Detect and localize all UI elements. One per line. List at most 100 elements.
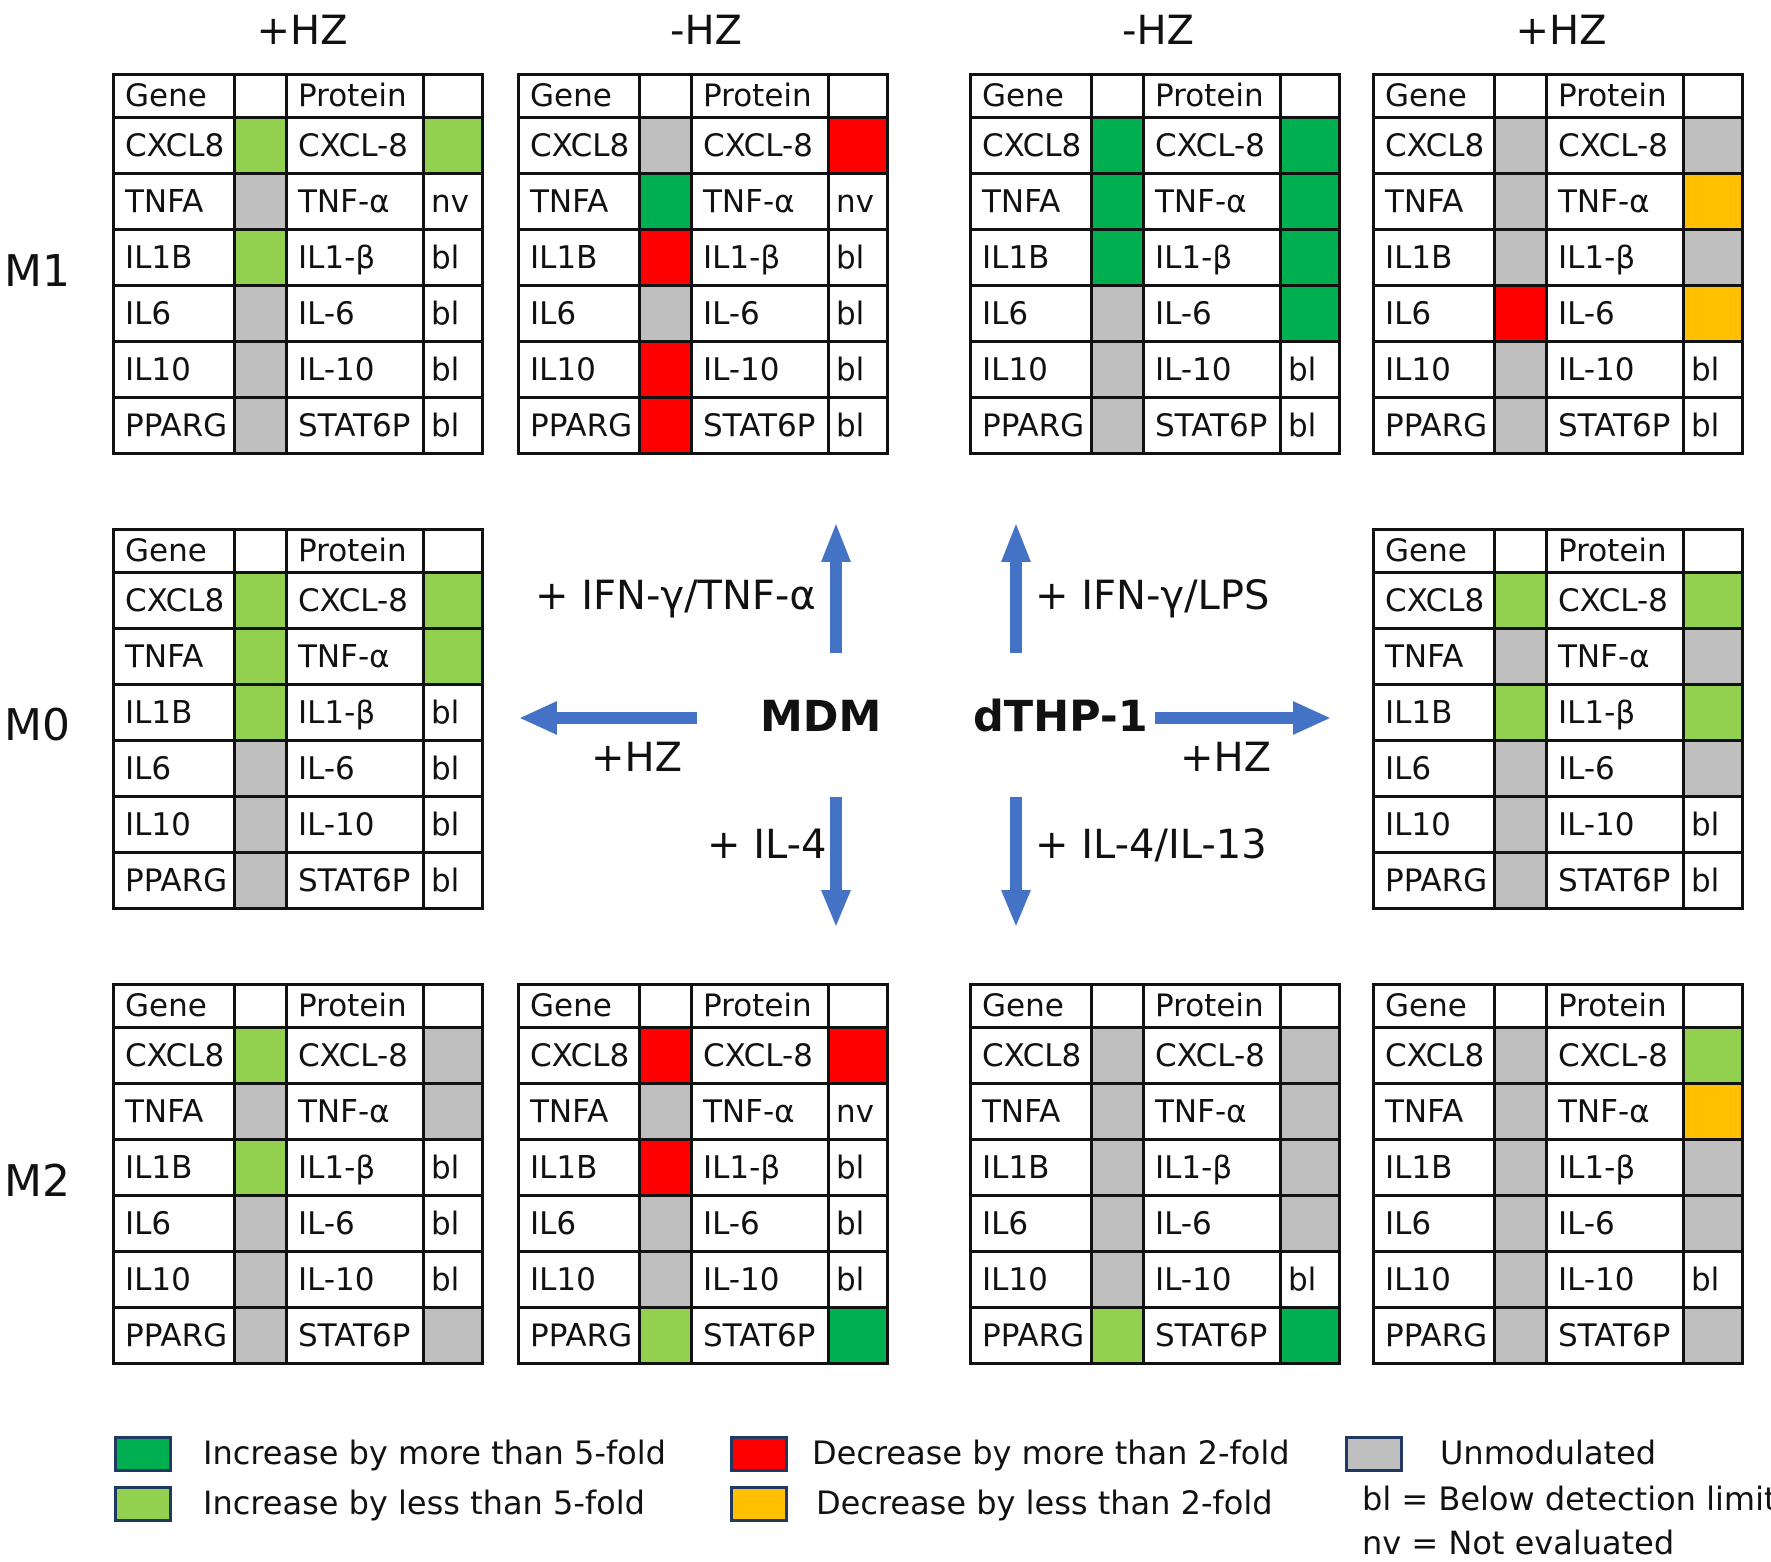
protein-fold-cell xyxy=(827,1306,889,1365)
protein-fold-cell xyxy=(422,1026,484,1085)
gene-name: CXCL8 xyxy=(517,1026,641,1085)
gene-name: PPARG xyxy=(969,1306,1093,1365)
table-row: TNFA TNF-α nv xyxy=(517,1082,889,1141)
protein-fold-cell: bl xyxy=(827,284,889,343)
table-row: CXCL8 CXCL-8 xyxy=(969,116,1341,175)
table-row: IL10 IL-10 bl xyxy=(112,795,484,854)
gene-fold-cell xyxy=(1090,1306,1145,1365)
gene-name: IL6 xyxy=(1372,1194,1496,1253)
gene-fold-cell xyxy=(638,228,693,287)
gene-fold-header xyxy=(1493,983,1548,1029)
gene-name: IL10 xyxy=(1372,340,1496,399)
protein-fold-header xyxy=(422,528,484,574)
protein-name: IL-6 xyxy=(690,284,830,343)
legend-text-dec-more: Decrease by more than 2-fold xyxy=(812,1434,1290,1472)
gene-name: IL1B xyxy=(517,1138,641,1197)
protein-fold-cell xyxy=(1279,1306,1341,1365)
protein-name: IL1-β xyxy=(1545,228,1685,287)
protein-name: IL1-β xyxy=(1545,683,1685,742)
legend-swatch-inc-more xyxy=(114,1436,172,1472)
center-label-mdm: MDM xyxy=(760,692,882,742)
table-row: IL10 IL-10 bl xyxy=(1372,795,1744,854)
gene-fold-cell xyxy=(1493,1082,1548,1141)
label-thp-right: +HZ xyxy=(1180,735,1271,781)
protein-fold-cell xyxy=(1682,1138,1744,1197)
protein-name: TNF-α xyxy=(690,172,830,231)
table-row: IL1B IL1-β xyxy=(1372,228,1744,287)
legend-swatch-dec-less xyxy=(730,1486,788,1522)
table-row: IL6 IL-6 xyxy=(1372,284,1744,343)
protein-fold-cell: nv xyxy=(422,172,484,231)
table-row: IL1B IL1-β xyxy=(969,228,1341,287)
gene-name: TNFA xyxy=(517,172,641,231)
gene-header: Gene xyxy=(517,73,641,119)
protein-fold-cell: bl xyxy=(422,340,484,399)
gene-fold-cell xyxy=(233,1138,288,1197)
gene-name: CXCL8 xyxy=(1372,571,1496,630)
table-row: PPARG STAT6P bl xyxy=(517,396,889,455)
gene-fold-cell xyxy=(233,627,288,686)
protein-fold-cell: bl xyxy=(1682,851,1744,910)
protein-name: IL-6 xyxy=(1545,739,1685,798)
protein-fold-header xyxy=(1682,983,1744,1029)
protein-fold-cell: bl xyxy=(827,1138,889,1197)
col-header-mdm-nohz: -HZ xyxy=(670,8,742,54)
col-header-mdm-hz: +HZ xyxy=(256,8,348,54)
protein-header: Protein xyxy=(285,528,425,574)
protein-fold-cell: bl xyxy=(827,1194,889,1253)
row-label-m0: M0 xyxy=(4,700,70,751)
protein-name: IL-10 xyxy=(1545,340,1685,399)
protein-fold-cell: bl xyxy=(1682,396,1744,455)
gene-fold-cell xyxy=(233,1250,288,1309)
gene-fold-cell xyxy=(1493,228,1548,287)
protein-fold-cell: bl xyxy=(422,396,484,455)
table-row: IL10 IL-10 bl xyxy=(112,340,484,399)
protein-name: CXCL-8 xyxy=(1545,571,1685,630)
table-row: IL1B IL1-β xyxy=(1372,683,1744,742)
protein-name: STAT6P xyxy=(1142,1306,1282,1365)
protein-name: IL-10 xyxy=(285,1250,425,1309)
gene-fold-cell xyxy=(1090,1082,1145,1141)
table-m1-thp-hz: Gene Protein CXCL8 CXCL-8 TNFA TNF-α IL1B IL1-β… xyxy=(1372,73,1744,455)
protein-fold-cell xyxy=(1682,116,1744,175)
gene-name: PPARG xyxy=(1372,1306,1496,1365)
gene-fold-cell xyxy=(233,228,288,287)
gene-fold-cell xyxy=(1493,1250,1548,1309)
gene-fold-cell xyxy=(1493,172,1548,231)
protein-name: TNF-α xyxy=(1142,1082,1282,1141)
protein-name: TNF-α xyxy=(690,1082,830,1141)
gene-fold-cell xyxy=(233,739,288,798)
table-row: TNFA TNF-α xyxy=(1372,627,1744,686)
gene-fold-cell xyxy=(638,172,693,231)
gene-header: Gene xyxy=(969,983,1093,1029)
gene-fold-cell xyxy=(1090,228,1145,287)
protein-name: TNF-α xyxy=(1545,1082,1685,1141)
gene-name: IL1B xyxy=(1372,1138,1496,1197)
gene-fold-cell xyxy=(1090,396,1145,455)
gene-fold-header xyxy=(638,73,693,119)
arrow-thp-down xyxy=(1001,797,1031,926)
gene-fold-cell xyxy=(638,396,693,455)
protein-header: Protein xyxy=(1142,983,1282,1029)
protein-fold-cell xyxy=(422,1306,484,1365)
gene-fold-cell xyxy=(233,851,288,910)
table-m2-mdm-nohz: Gene Protein CXCL8 CXCL-8 TNFA TNF-α nv IL1B IL1… xyxy=(517,983,889,1365)
protein-name: IL-10 xyxy=(285,340,425,399)
protein-name: STAT6P xyxy=(285,1306,425,1365)
table-m1-mdm-hz: Gene Protein CXCL8 CXCL-8 TNFA TNF-α nv IL1B IL1… xyxy=(112,73,484,455)
protein-fold-cell: bl xyxy=(422,228,484,287)
table-row: PPARG STAT6P bl xyxy=(112,396,484,455)
table-m2-thp-hz: Gene Protein CXCL8 CXCL-8 TNFA TNF-α IL1B IL1-β… xyxy=(1372,983,1744,1365)
gene-name: TNFA xyxy=(1372,172,1496,231)
gene-name: PPARG xyxy=(969,396,1093,455)
gene-name: IL10 xyxy=(1372,1250,1496,1309)
legend-swatch-unmod xyxy=(1345,1436,1403,1472)
gene-fold-header xyxy=(638,983,693,1029)
gene-fold-cell xyxy=(1493,571,1548,630)
gene-fold-cell xyxy=(1493,851,1548,910)
gene-name: IL1B xyxy=(969,1138,1093,1197)
gene-fold-cell xyxy=(233,795,288,854)
gene-fold-cell xyxy=(1493,795,1548,854)
arrow-thp-right xyxy=(1155,701,1330,735)
